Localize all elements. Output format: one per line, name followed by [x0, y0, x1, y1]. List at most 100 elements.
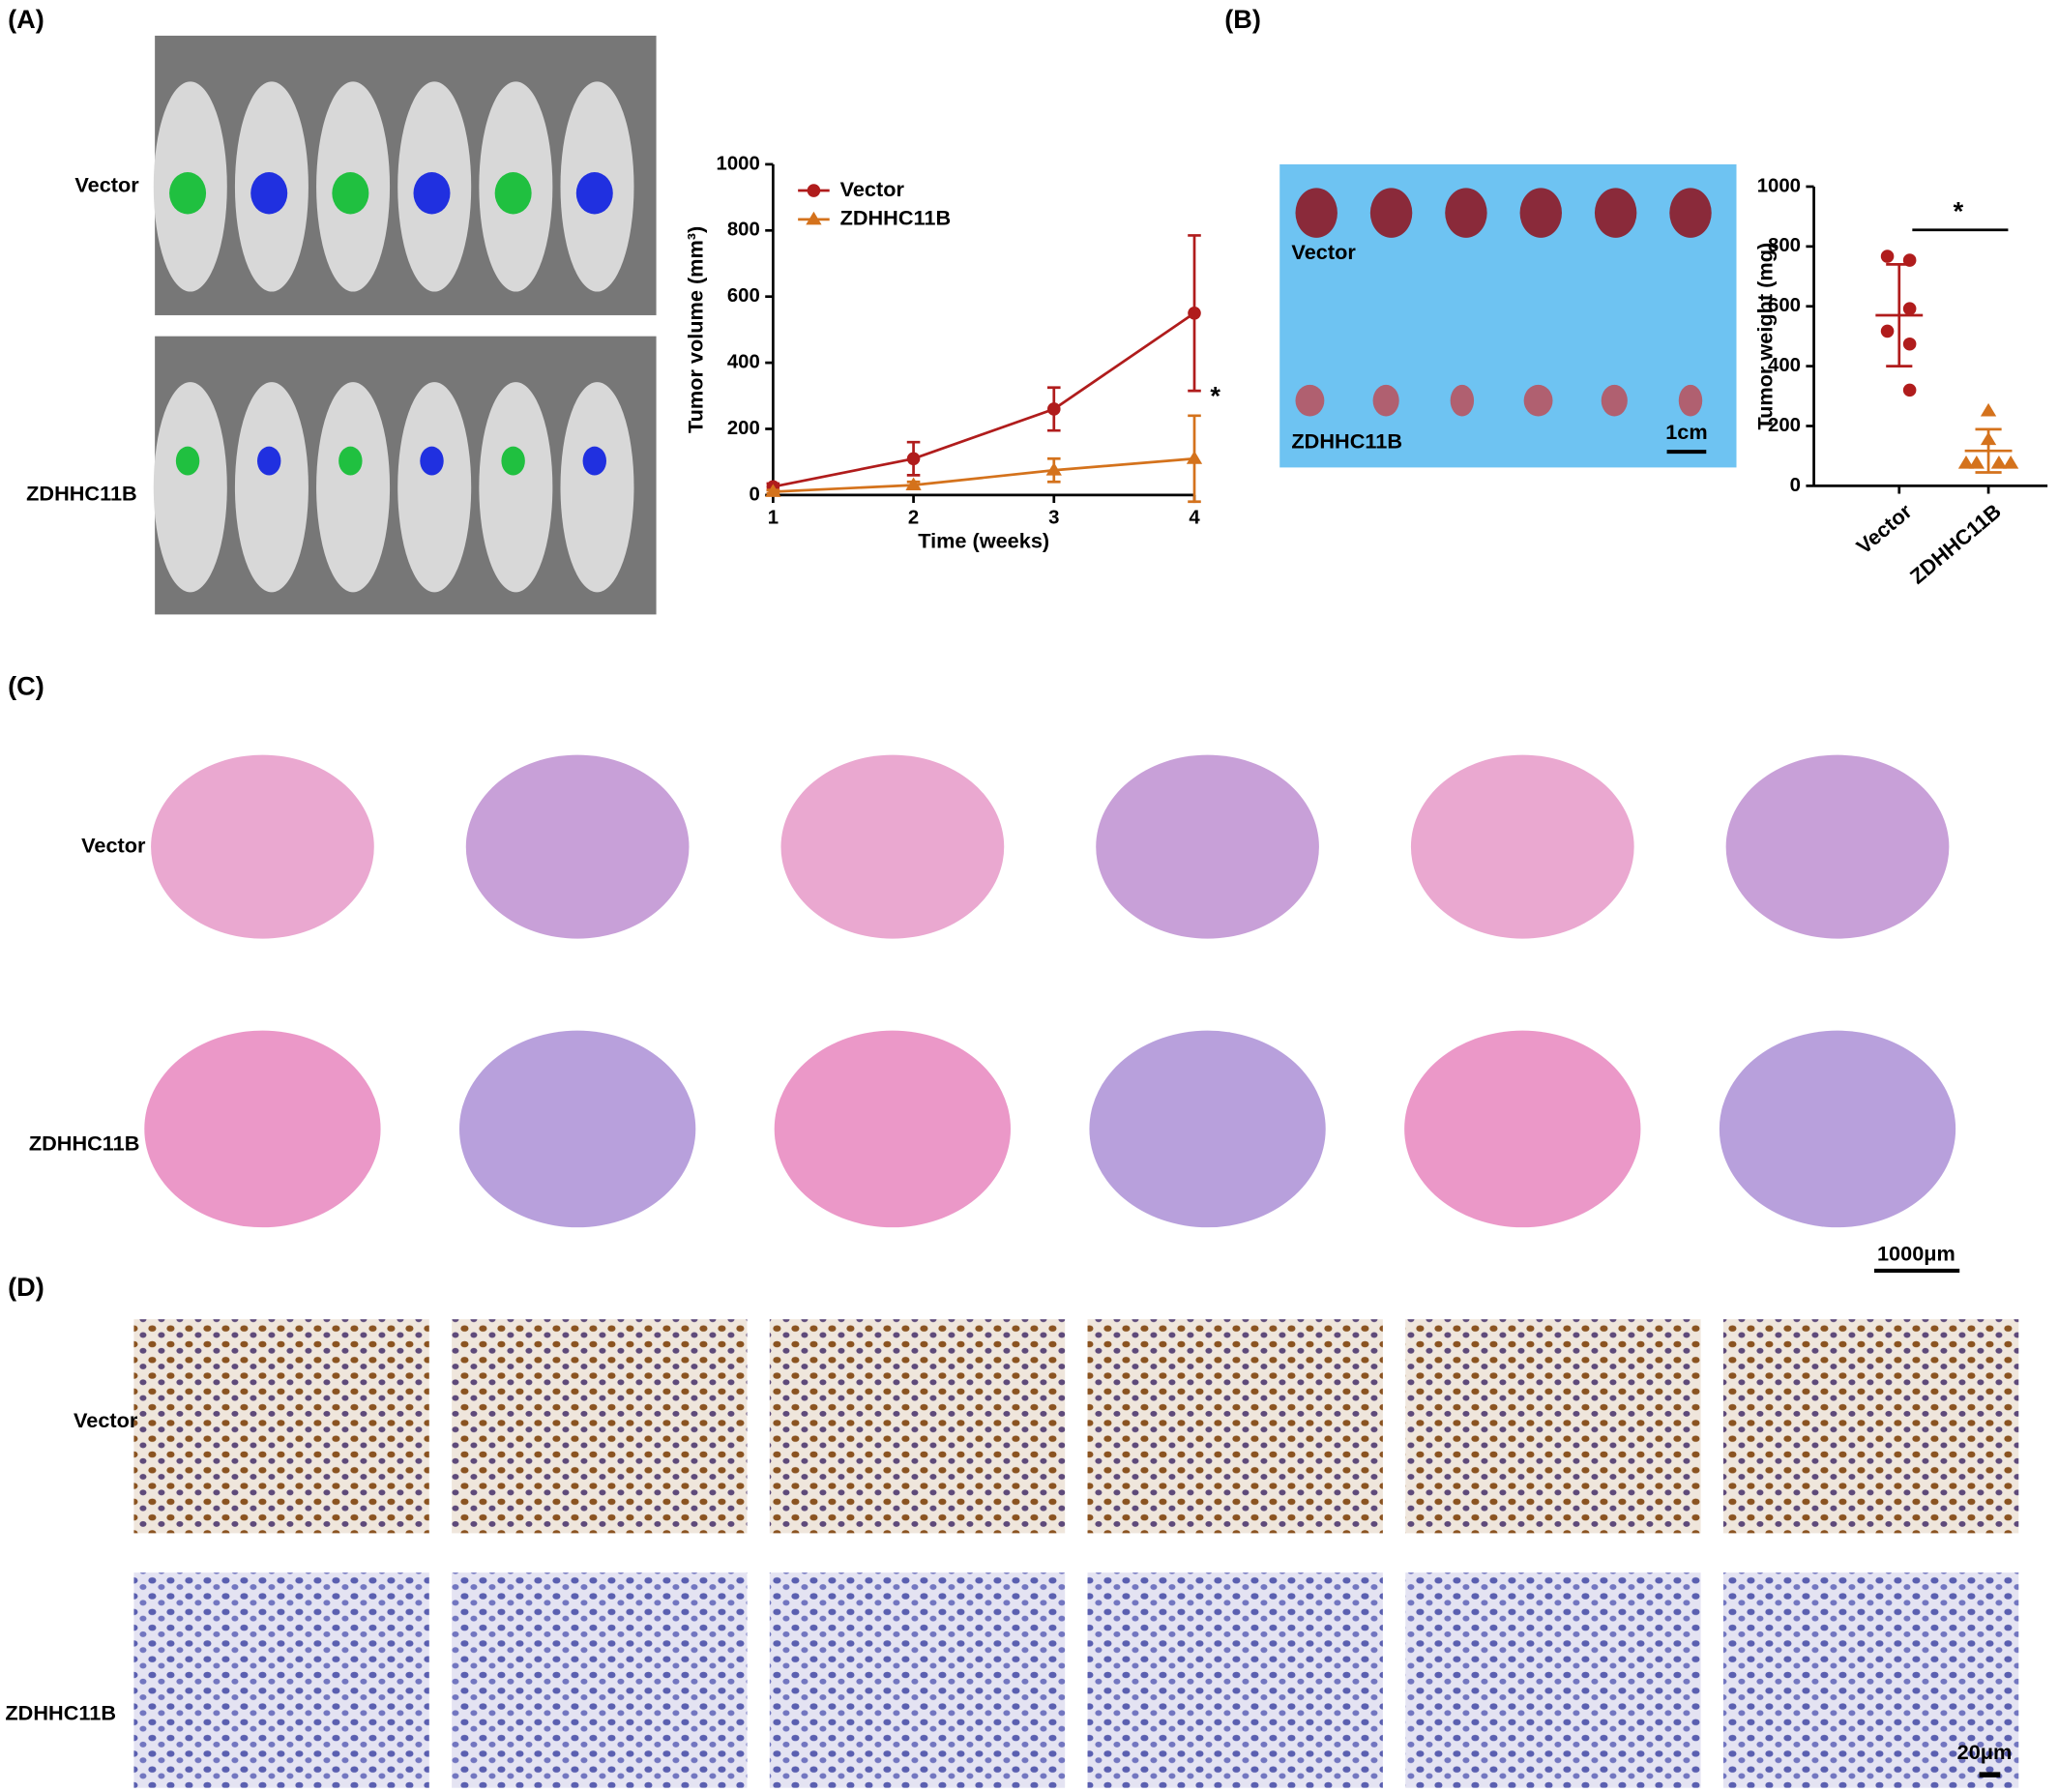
- data-point: [1880, 324, 1895, 338]
- legend-label: ZDHHC11B: [840, 206, 952, 230]
- row-label: Vector: [81, 833, 146, 857]
- signal: [332, 172, 369, 215]
- data-point: [765, 484, 781, 497]
- data-point: [1045, 462, 1062, 476]
- tumor: [1295, 384, 1325, 417]
- annotation: *: [1954, 195, 1964, 225]
- x-tick-label: 4: [1189, 508, 1200, 529]
- row-label: Vector: [74, 1408, 138, 1432]
- section: [1719, 1030, 1956, 1228]
- data-point: [1990, 455, 2008, 469]
- panel-label: (B): [1224, 4, 1261, 34]
- annotation: *: [1210, 381, 1220, 411]
- scale-bar-label: 1000μm: [1877, 1241, 1955, 1265]
- data-point: [1880, 250, 1895, 263]
- ihc-image: [452, 1572, 748, 1788]
- signal: [257, 446, 281, 476]
- y-tick-label: 400: [727, 351, 760, 372]
- legend-label: Vector: [840, 177, 905, 201]
- tumor: [1678, 384, 1703, 417]
- x-tick-label: Vector: [1852, 499, 1917, 559]
- section: [1410, 754, 1634, 939]
- y-tick-label: 200: [727, 418, 760, 439]
- data-point: [1902, 337, 1917, 351]
- signal: [175, 446, 200, 476]
- data-point: [807, 184, 821, 197]
- y-axis-label: Tumor weight (mg): [1752, 243, 1777, 430]
- data-point: [2003, 455, 2019, 469]
- section: [144, 1030, 381, 1228]
- ihc-image: [133, 1319, 429, 1534]
- section: [1404, 1030, 1641, 1228]
- section: [780, 754, 1005, 939]
- tumor: [1450, 384, 1475, 417]
- y-tick-label: 600: [727, 285, 760, 307]
- x-tick-label: 1: [768, 508, 779, 529]
- signal: [575, 172, 613, 215]
- section: [459, 1030, 696, 1228]
- row-label: ZDHHC11B: [26, 482, 137, 506]
- data-point: [1902, 253, 1917, 267]
- data-point: [806, 211, 822, 225]
- signal: [169, 172, 207, 215]
- y-tick-label: 800: [727, 220, 760, 241]
- panel-label: (A): [8, 4, 44, 34]
- tumor: [1669, 188, 1712, 238]
- y-tick-label: 1000: [717, 153, 760, 174]
- ihc-image: [1405, 1319, 1701, 1534]
- y-tick-label: 0: [749, 484, 759, 505]
- section: [1725, 754, 1950, 939]
- data-point: [1902, 383, 1917, 397]
- data-point: [1186, 451, 1203, 464]
- mouse: [397, 382, 472, 593]
- x-tick-label: ZDHHC11B: [1905, 499, 2006, 589]
- row-label: ZDHHC11B: [5, 1700, 116, 1724]
- y-tick-label: 800: [1768, 235, 1801, 256]
- section: [1089, 1030, 1326, 1228]
- ihc-image: [1722, 1319, 2019, 1534]
- section: [151, 754, 374, 939]
- ihc-image: [1405, 1572, 1701, 1788]
- mouse: [560, 382, 634, 593]
- tumor: [1445, 188, 1487, 238]
- tumor: [1519, 188, 1562, 238]
- row-label: Vector: [74, 173, 139, 197]
- tumor: [1601, 384, 1628, 417]
- mouse: [153, 382, 227, 593]
- series-line: [773, 456, 1195, 493]
- mouse: [234, 382, 309, 593]
- data-point: [1902, 302, 1917, 315]
- ihc-image: [133, 1572, 429, 1788]
- tumor-photo: [1279, 163, 1737, 468]
- mouse: [316, 382, 391, 593]
- data-point: [1968, 455, 1984, 469]
- signal: [494, 172, 532, 215]
- data-point: [1980, 402, 1997, 417]
- x-axis-label: Time (weeks): [918, 528, 1049, 552]
- y-tick-label: 200: [1768, 415, 1801, 436]
- data-point: [1980, 431, 1997, 446]
- signal: [501, 446, 525, 476]
- tumor: [1594, 188, 1637, 238]
- photo-label: Vector: [1291, 240, 1356, 264]
- ihc-image: [452, 1319, 748, 1534]
- tumor: [1295, 188, 1338, 238]
- y-tick-label: 0: [1790, 475, 1801, 496]
- data-point: [1957, 455, 1975, 469]
- data-point: [1188, 307, 1201, 320]
- series-line: [773, 311, 1195, 488]
- data-point: [906, 452, 921, 466]
- data-point: [905, 477, 922, 491]
- y-tick-label: 1000: [1757, 175, 1801, 196]
- tumor: [1372, 384, 1399, 417]
- ihc-image: [1722, 1572, 2019, 1788]
- ihc-image: [769, 1572, 1066, 1788]
- signal: [250, 172, 288, 215]
- scale-bar-label: 20μm: [1957, 1740, 2013, 1764]
- signal: [582, 446, 606, 476]
- y-tick-label: 400: [1768, 355, 1801, 376]
- tumor: [1523, 384, 1553, 417]
- section: [465, 754, 690, 939]
- signal: [413, 172, 451, 215]
